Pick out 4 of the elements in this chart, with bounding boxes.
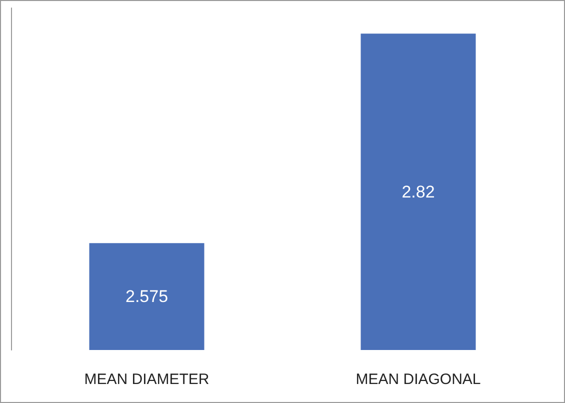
x-tick-label: MEAN DIAGONAL bbox=[356, 371, 481, 388]
data-label: 2.575 bbox=[125, 287, 168, 306]
x-tick-label: MEAN DIAMETER bbox=[84, 371, 210, 388]
data-label: 2.82 bbox=[402, 182, 435, 202]
